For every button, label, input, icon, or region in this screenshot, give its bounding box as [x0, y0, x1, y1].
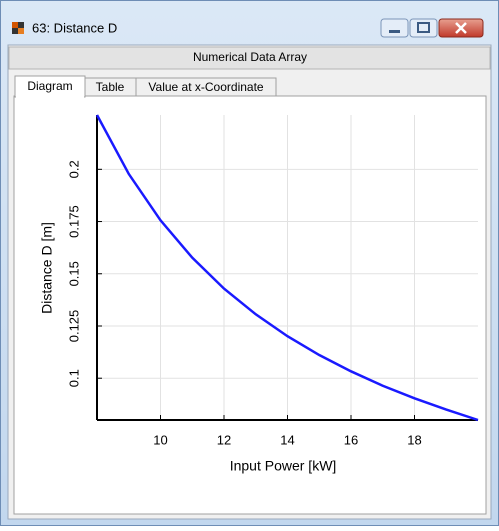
- y-axis-label: Distance D [m]: [39, 222, 55, 314]
- maximize-glyph: [417, 22, 430, 33]
- tab[interactable]: [135, 77, 277, 97]
- tab-join: [16, 95, 84, 98]
- y-tick-label: 0.1: [66, 369, 81, 387]
- tab-label: Table: [96, 80, 125, 94]
- y-tick-label: 0.2: [66, 160, 81, 178]
- close-glyph: [455, 22, 467, 34]
- data-line: [95, 114, 479, 422]
- y-tick-label: 0.15: [66, 261, 81, 286]
- minimize-button[interactable]: [380, 18, 409, 38]
- window-title: 63: Distance D: [32, 20, 117, 35]
- y-tick-label: 0.175: [66, 205, 81, 238]
- window-icon: [12, 22, 24, 34]
- x-tick-label: 14: [280, 432, 294, 447]
- header-title: Numerical Data Array: [193, 50, 307, 64]
- tab-label: Value at x-Coordinate: [148, 80, 264, 94]
- header-bar: [8, 46, 491, 70]
- x-tick-label: 10: [153, 432, 167, 447]
- x-tick-label: 16: [344, 432, 358, 447]
- x-tick-label: 18: [407, 432, 421, 447]
- minimize-glyph: [389, 30, 400, 33]
- tab-label: Diagram: [27, 79, 72, 93]
- x-axis-label: Input Power [kW]: [230, 458, 337, 474]
- tab-panel: [13, 95, 487, 515]
- y-tick-label: 0.125: [66, 310, 81, 343]
- maximize-button[interactable]: [409, 18, 438, 38]
- x-tick-label: 12: [217, 432, 231, 447]
